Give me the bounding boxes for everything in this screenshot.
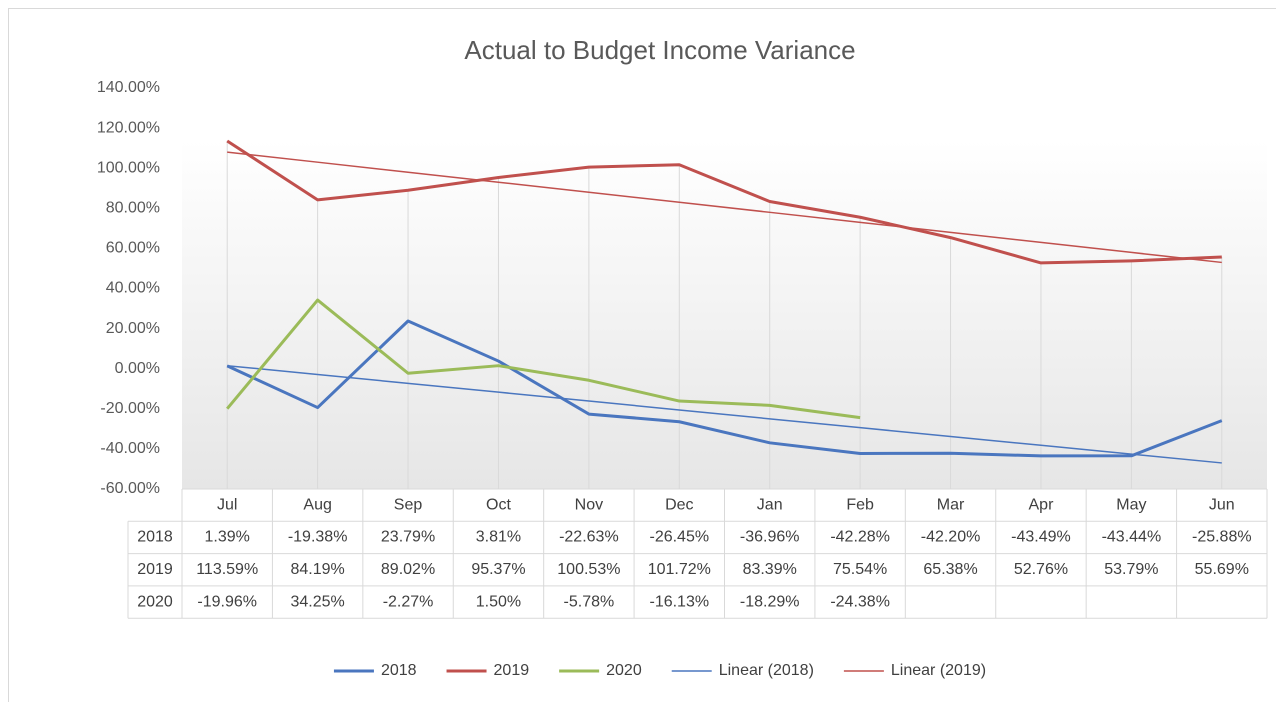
x-tick-label: May (1116, 496, 1146, 513)
x-tick-label: Apr (1029, 496, 1055, 513)
chart-border (8, 8, 1276, 702)
table-cell: 53.79% (1104, 561, 1158, 578)
legend-label: 2020 (606, 662, 642, 679)
table-row-label: 2019 (137, 561, 173, 578)
trendline (227, 151, 1222, 264)
table-cell: -16.13% (649, 593, 709, 610)
table-cell: -18.29% (740, 593, 800, 610)
y-tick-label: 0.00% (115, 360, 160, 377)
table-row-label: 2020 (137, 593, 173, 610)
table-cell: -26.45% (649, 529, 709, 546)
table-cell: 34.25% (290, 593, 344, 610)
series-line (226, 139, 1222, 265)
table-cell: -42.20% (921, 529, 981, 546)
table-cell: -43.49% (1011, 529, 1071, 546)
table-cell: 3.81% (476, 529, 521, 546)
y-tick-label: -20.00% (100, 400, 160, 417)
table-cell: -19.96% (197, 593, 257, 610)
table-row-label: 2018 (137, 529, 173, 546)
y-tick-label: 140.00% (97, 79, 160, 96)
table-cell: 55.69% (1195, 561, 1249, 578)
y-tick-label: 80.00% (106, 200, 160, 217)
table-cell: -24.38% (830, 593, 890, 610)
table-cell: -19.38% (288, 529, 348, 546)
x-tick-label: Dec (665, 496, 693, 513)
x-tick-label: Jun (1209, 496, 1235, 513)
y-tick-label: 120.00% (97, 119, 160, 136)
table-cell: -5.78% (564, 593, 615, 610)
table-cell: 1.50% (476, 593, 521, 610)
y-tick-label: 20.00% (106, 320, 160, 337)
table-cell: -42.28% (830, 529, 890, 546)
table-cell: 1.39% (205, 529, 250, 546)
table-cell: 83.39% (743, 561, 797, 578)
series-line (226, 319, 1223, 458)
x-tick-label: Jul (217, 496, 237, 513)
table-cell: 101.72% (648, 561, 711, 578)
legend-label: Linear (2018) (719, 662, 814, 679)
table-cell: -25.88% (1192, 529, 1252, 546)
chart-title: Actual to Budget Income Variance (464, 35, 855, 65)
table-cell: -2.27% (383, 593, 434, 610)
table-cell: 23.79% (381, 529, 435, 546)
table-cell: 89.02% (381, 561, 435, 578)
x-tick-label: Nov (575, 496, 603, 513)
y-tick-label: -60.00% (100, 480, 160, 497)
table-cell: 113.59% (196, 561, 258, 578)
legend-label: 2019 (494, 662, 530, 679)
table-cell: 100.53% (557, 561, 620, 578)
series-line (226, 298, 861, 420)
table-cell: 52.76% (1014, 561, 1068, 578)
x-tick-label: Feb (846, 496, 874, 513)
table-cell: 84.19% (290, 561, 344, 578)
x-tick-label: Mar (937, 496, 965, 513)
plot-background (182, 140, 1267, 489)
legend-label: 2018 (381, 662, 417, 679)
x-tick-label: Jan (757, 496, 783, 513)
table-cell: -36.96% (740, 529, 800, 546)
y-tick-label: 100.00% (97, 159, 160, 176)
trendline (227, 364, 1222, 464)
table-cell: 75.54% (833, 561, 887, 578)
x-tick-label: Sep (394, 496, 423, 513)
y-tick-label: -40.00% (100, 440, 160, 457)
x-tick-label: Oct (486, 496, 511, 513)
y-tick-label: 60.00% (106, 240, 160, 257)
table-cell: -43.44% (1102, 529, 1162, 546)
table-cell: 65.38% (923, 561, 977, 578)
x-tick-label: Aug (303, 496, 331, 513)
table-cell: -22.63% (559, 529, 619, 546)
table-cell: 95.37% (471, 561, 525, 578)
y-tick-label: 40.00% (106, 280, 160, 297)
legend-label: Linear (2019) (891, 662, 986, 679)
